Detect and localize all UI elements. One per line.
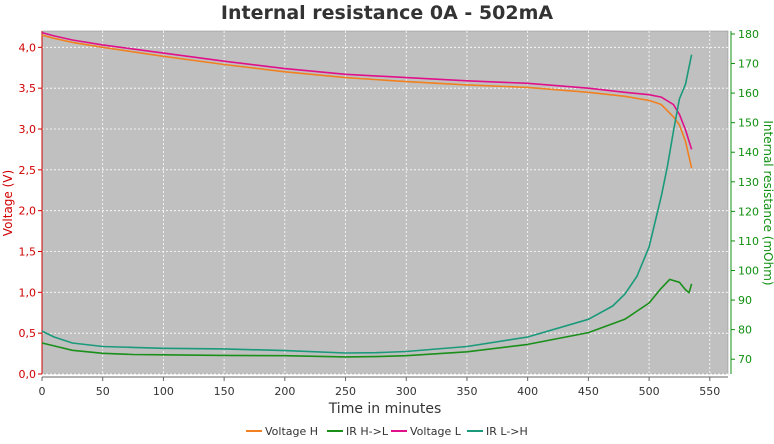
x-tick-label: 200 <box>274 385 295 398</box>
legend: Voltage H IR H->L Voltage L IR L->H <box>246 425 528 438</box>
y-right-tick-label: 80 <box>738 324 752 337</box>
y-right-tick-label: 110 <box>738 235 759 248</box>
x-tick-label: 150 <box>214 385 235 398</box>
y-right-tick-label: 170 <box>738 58 759 71</box>
y-right-tick-label: 130 <box>738 176 759 189</box>
legend-label: Voltage L <box>410 425 462 438</box>
legend-label: Voltage H <box>265 425 318 438</box>
series-layer <box>41 31 693 358</box>
series-line-voltage-l <box>41 31 693 150</box>
right-axis: 70 80 90 100 110 120 130 140 150 160 170 180 <box>730 28 759 374</box>
y-left-tick-label: 2,5 <box>19 164 37 177</box>
x-tick-label: 400 <box>517 385 538 398</box>
y-right-tick-label: 70 <box>738 353 752 366</box>
x-tick-label: 500 <box>639 385 660 398</box>
plot-area <box>41 30 729 375</box>
y-right-tick-label: 90 <box>738 294 752 307</box>
y-left-tick-label: 3,0 <box>19 123 37 136</box>
y-left-tick-label: 1,5 <box>19 246 37 259</box>
x-tick-label: 100 <box>153 385 174 398</box>
y-right-tick-label: 100 <box>738 265 759 278</box>
y-left-tick-label: 0,5 <box>19 327 37 340</box>
y-left-tick-label: 4,0 <box>19 41 37 54</box>
y-right-tick-label: 140 <box>738 146 759 159</box>
x-tick-label: 350 <box>456 385 477 398</box>
y-left-tick-label: 2,0 <box>19 205 37 218</box>
y-right-tick-label: 120 <box>738 205 759 218</box>
legend-label: IR H->L <box>346 425 389 438</box>
legend-label: IR L->H <box>486 425 528 438</box>
series-line-ir-h-l <box>41 278 693 358</box>
x-axis-title: Time in minutes <box>328 401 442 417</box>
right-axis-title: Internal resistance (mOhm) <box>761 120 774 285</box>
y-right-tick-label: 160 <box>738 87 759 100</box>
x-axis: 0 50 100 150 200 250 300 350 400 450 500 550 <box>39 376 728 398</box>
y-right-tick-label: 150 <box>738 117 759 130</box>
x-tick-label: 50 <box>96 385 110 398</box>
chart-title: Internal resistance 0A - 502mA <box>221 2 553 24</box>
left-axis-title: Voltage (V) <box>1 170 15 236</box>
x-tick-label: 300 <box>396 385 417 398</box>
x-tick-label: 250 <box>335 385 356 398</box>
x-tick-label: 450 <box>578 385 599 398</box>
y-left-tick-label: 1,0 <box>19 286 37 299</box>
x-tick-label: 0 <box>39 385 46 398</box>
series-line-ir-l-h <box>41 54 693 354</box>
x-tick-label: 550 <box>699 385 720 398</box>
series-line-voltage-h <box>41 34 693 169</box>
left-axis: 0,0 0,5 1,0 1,5 2,0 2,5 3,0 3,5 4,0 <box>19 31 43 381</box>
y-left-tick-label: 3,5 <box>19 82 37 95</box>
y-right-tick-label: 180 <box>738 28 759 41</box>
y-left-tick-label: 0,0 <box>19 368 37 381</box>
